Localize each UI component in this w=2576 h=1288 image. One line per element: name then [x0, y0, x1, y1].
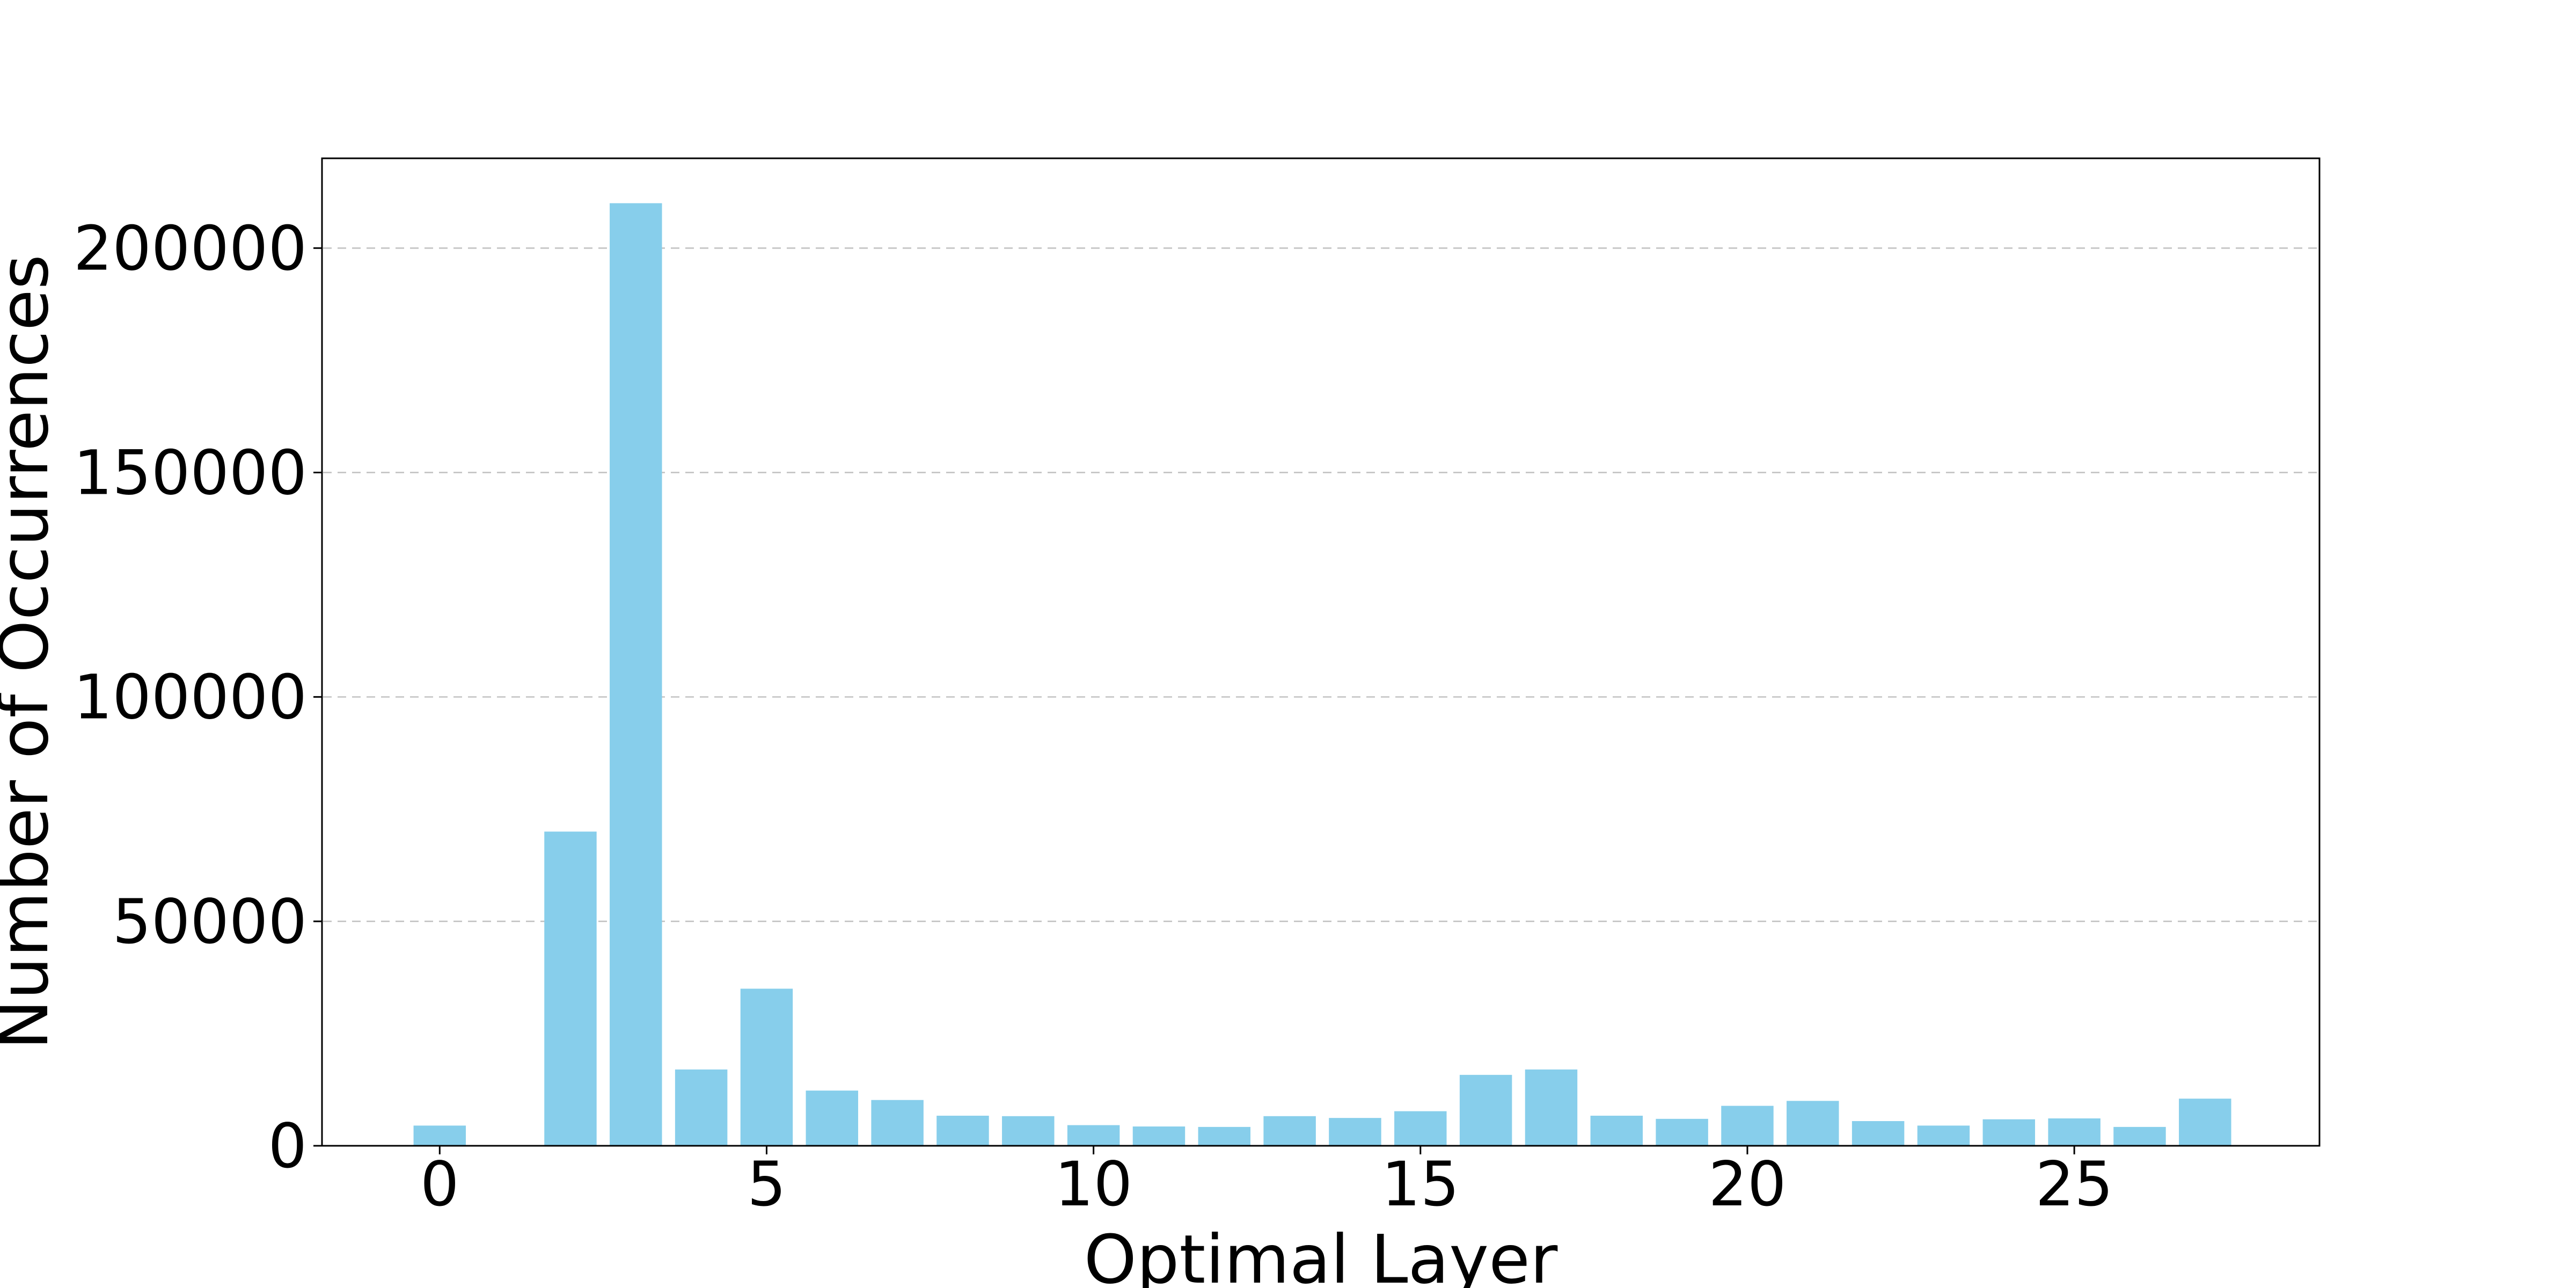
bar-x16 — [1459, 1074, 1512, 1146]
bar-x2 — [544, 831, 597, 1146]
bar-x21 — [1787, 1101, 1839, 1146]
bar-x7 — [871, 1100, 924, 1146]
bar-x10 — [1067, 1125, 1120, 1146]
bar-x11 — [1132, 1126, 1185, 1146]
bar-x22 — [1851, 1121, 1905, 1146]
bar-x26 — [2113, 1126, 2166, 1146]
bar-x13 — [1263, 1116, 1316, 1146]
bar-x5 — [740, 989, 793, 1146]
bar-x3 — [610, 203, 662, 1146]
bar-x9 — [1002, 1116, 1055, 1146]
bar-x14 — [1329, 1118, 1381, 1146]
bar-x27 — [2179, 1099, 2231, 1146]
y-tick-label-0: 0 — [268, 1110, 307, 1182]
bar-x23 — [1917, 1125, 1970, 1146]
bar-x19 — [1656, 1118, 1708, 1146]
bar-x24 — [1982, 1119, 2036, 1146]
bar-x8 — [936, 1115, 989, 1146]
bar-x12 — [1198, 1126, 1251, 1146]
plot-border — [321, 157, 2321, 1147]
y-tick-label-150000: 150000 — [74, 437, 307, 508]
bar-x18 — [1590, 1115, 1643, 1146]
bar-x6 — [806, 1091, 859, 1146]
x-tick-label-10: 10 — [1055, 1148, 1132, 1220]
bar-x17 — [1525, 1069, 1578, 1146]
bar-x15 — [1394, 1111, 1447, 1146]
x-tick-label-25: 25 — [2036, 1148, 2113, 1220]
y-tick-label-200000: 200000 — [74, 213, 307, 284]
x-tick-label-0: 0 — [420, 1148, 459, 1220]
x-axis-label: Optimal Layer — [1084, 1221, 1558, 1288]
bar-x20 — [1721, 1106, 1774, 1146]
bar-x25 — [2048, 1118, 2101, 1146]
y-axis-label: Number of Occurrences — [0, 254, 63, 1050]
x-tick-label-5: 5 — [747, 1148, 786, 1220]
x-tick-label-15: 15 — [1381, 1148, 1459, 1220]
y-tick-label-50000: 50000 — [112, 886, 307, 957]
bar-x0 — [413, 1125, 466, 1146]
bar-x4 — [675, 1069, 728, 1146]
x-tick-label-20: 20 — [1708, 1148, 1786, 1220]
y-tick-label-100000: 100000 — [74, 662, 307, 733]
